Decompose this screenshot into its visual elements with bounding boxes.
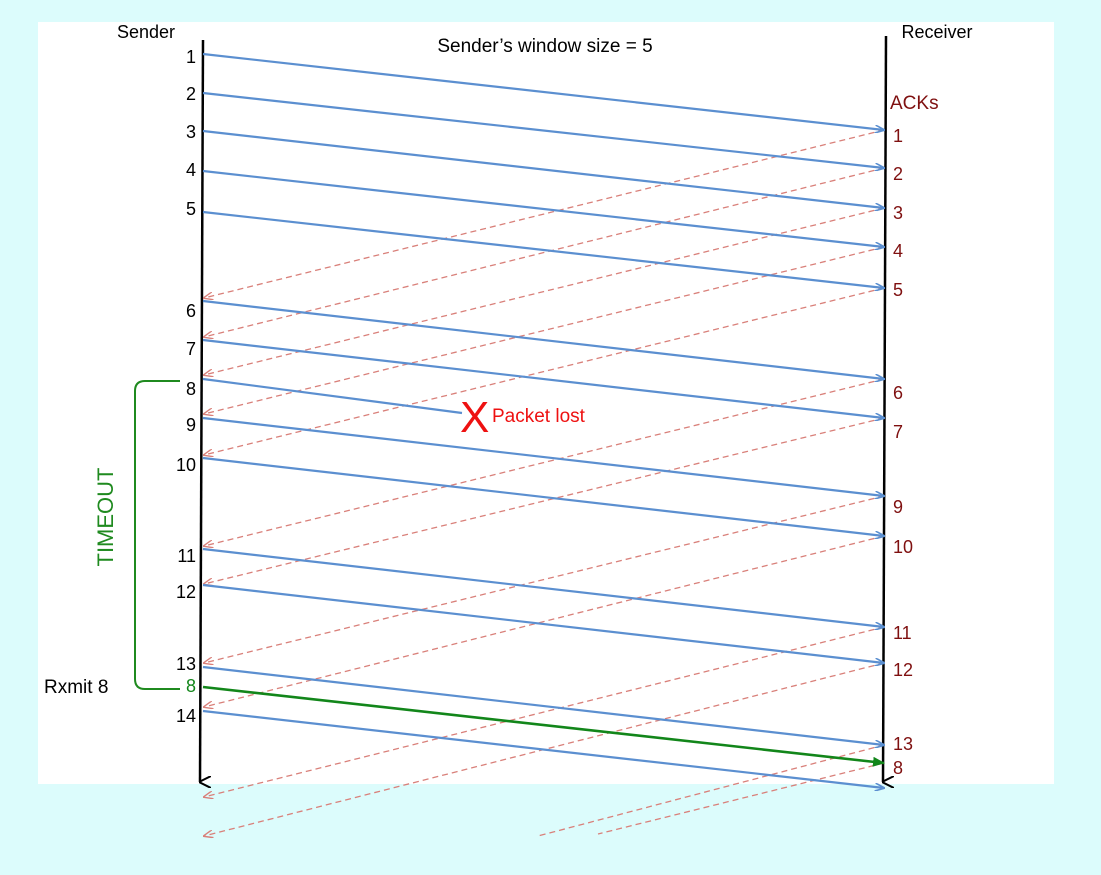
packet-label: 13 xyxy=(176,654,196,674)
packet-label: 3 xyxy=(186,122,196,142)
receiver-timeline xyxy=(881,35,886,782)
packet-arrow xyxy=(202,416,884,496)
window-size-title: Sender’s window size = 5 xyxy=(437,36,652,57)
packet-arrow xyxy=(202,547,884,627)
packet-label: 7 xyxy=(186,339,196,359)
packet-arrow xyxy=(202,52,884,130)
ack-label: 4 xyxy=(893,241,903,261)
lost-packet-arrow xyxy=(202,377,463,415)
ack-arrow xyxy=(204,495,885,663)
timeout-bracket xyxy=(134,380,180,690)
ack-arrow xyxy=(204,417,885,584)
ack-arrow xyxy=(204,129,885,298)
data-packet-arrows xyxy=(202,52,885,788)
ack-arrow xyxy=(204,287,885,455)
packet-label: 8 xyxy=(186,379,196,399)
ack-label: 5 xyxy=(893,280,903,300)
packet-lost-label: Packet lost xyxy=(492,406,586,427)
packet-label: 5 xyxy=(186,199,196,219)
packet-arrow xyxy=(202,129,884,208)
packet-arrow xyxy=(202,338,884,418)
packet-label: 10 xyxy=(176,455,196,475)
packet-arrow xyxy=(202,709,884,788)
ack-arrow xyxy=(204,167,885,337)
ack-arrow xyxy=(597,762,885,835)
packet-arrow xyxy=(202,456,884,536)
ack-arrow xyxy=(204,535,885,707)
packet-arrow xyxy=(202,665,884,745)
ack-label: 12 xyxy=(893,660,913,680)
ack-arrow xyxy=(204,378,885,546)
ack-arrow xyxy=(204,626,885,797)
ack-label: 11 xyxy=(893,623,912,643)
packet-label: 1 xyxy=(186,47,196,67)
packet-label: 6 xyxy=(186,301,196,321)
packet-label: 9 xyxy=(186,415,196,435)
ack-arrows xyxy=(204,129,885,837)
acks-label: ACKs xyxy=(890,93,939,114)
packet-label: 12 xyxy=(176,582,196,602)
timeout-label: TIMEOUT xyxy=(93,468,118,567)
sender-label: Sender xyxy=(117,22,175,42)
packet-arrow xyxy=(202,210,884,288)
retransmit-packet-arrow xyxy=(202,685,885,767)
ack-label: 9 xyxy=(893,497,903,517)
sender-timeline xyxy=(198,39,203,782)
packet-arrow xyxy=(202,91,884,168)
ack-arrow xyxy=(204,246,885,414)
packet-label: 11 xyxy=(177,546,196,566)
ack-arrow xyxy=(537,744,885,837)
ack-label: 13 xyxy=(893,734,913,754)
packet-label: 2 xyxy=(186,84,196,104)
packet-label: 14 xyxy=(176,706,196,726)
receiver-label: Receiver xyxy=(901,22,972,42)
packet-label: 4 xyxy=(186,160,196,180)
packet-arrow xyxy=(202,169,884,247)
retransmit-packet-label: 8 xyxy=(186,676,196,696)
ack-label: 10 xyxy=(893,537,913,557)
ack-label: 7 xyxy=(893,422,903,442)
ack-label: 1 xyxy=(893,126,903,146)
ack-label: 8 xyxy=(893,758,903,778)
packet-arrow xyxy=(202,583,884,663)
ack-label: 2 xyxy=(893,164,903,184)
packet-arrow xyxy=(202,299,884,379)
ack-label: 6 xyxy=(893,383,903,403)
ack-arrow xyxy=(204,207,885,375)
rxmit-label: Rxmit 8 xyxy=(44,677,108,698)
lost-x-icon: X xyxy=(460,393,489,442)
ack-label: 3 xyxy=(893,203,903,223)
